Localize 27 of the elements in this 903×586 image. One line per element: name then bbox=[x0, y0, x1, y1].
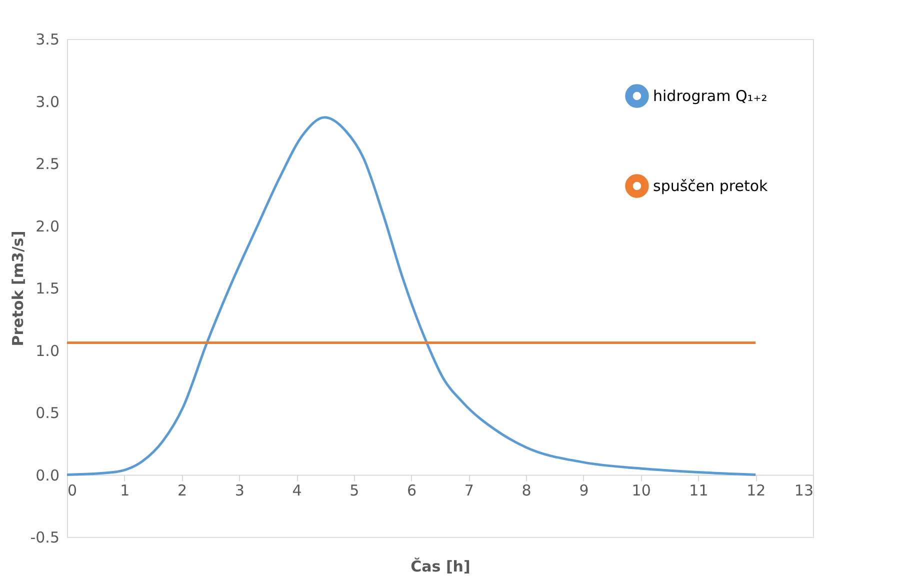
x-tick-label: 1 bbox=[120, 481, 130, 500]
legend-label: hidrogram Q₁₊₂ bbox=[653, 87, 768, 105]
y-tick-label: 0.5 bbox=[36, 404, 60, 422]
x-tick-label: 2 bbox=[177, 481, 188, 500]
x-tick-label: 13 bbox=[794, 481, 814, 500]
y-tick-label: 2.0 bbox=[36, 217, 60, 236]
x-tick-label: 9 bbox=[579, 481, 589, 500]
x-tick-label: 10 bbox=[632, 481, 651, 500]
y-tick-label: -0.5 bbox=[30, 528, 60, 546]
x-axis-title: Čas [h] bbox=[410, 558, 470, 576]
x-tick-label: 7 bbox=[464, 481, 474, 500]
y-tick-label: 3.5 bbox=[36, 30, 60, 48]
y-tick-label: 0.0 bbox=[36, 466, 60, 484]
x-tick-label: 11 bbox=[689, 481, 708, 500]
x-tick-label: 4 bbox=[292, 481, 302, 500]
y-tick-label: 1.5 bbox=[36, 280, 60, 298]
x-tick-label: 8 bbox=[522, 481, 532, 500]
y-tick-label: 1.0 bbox=[36, 342, 60, 360]
y-axis-title: Pretok [m3/s] bbox=[9, 230, 28, 346]
x-tick-label: 0 bbox=[68, 481, 78, 500]
x-tick-label: 5 bbox=[350, 481, 360, 500]
y-tick-label: 2.5 bbox=[36, 155, 60, 173]
x-tick-label: 3 bbox=[234, 481, 244, 500]
x-tick-label: 12 bbox=[746, 481, 766, 500]
legend-label: spuščen pretok bbox=[653, 177, 768, 195]
y-tick-label: 3.0 bbox=[36, 92, 60, 111]
x-tick-label: 6 bbox=[407, 481, 417, 500]
